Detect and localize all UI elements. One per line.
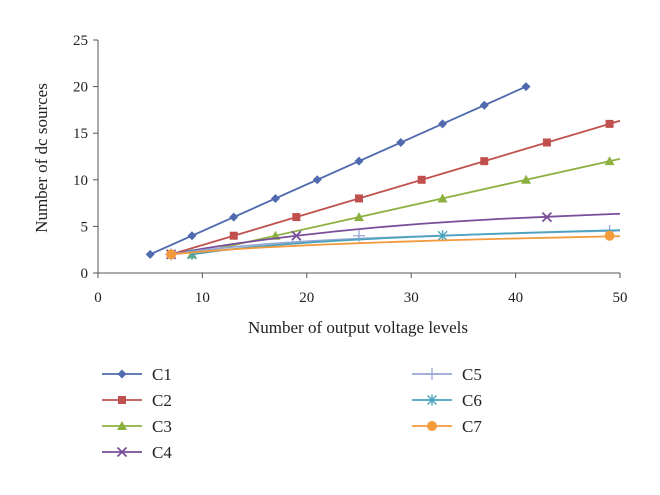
legend-label: C2	[152, 391, 172, 410]
data-point	[541, 211, 553, 223]
x-tick-label: 30	[404, 290, 419, 306]
series-line	[191, 229, 621, 256]
x-axis-title: Number of output voltage levels	[248, 318, 468, 337]
legend-item-c5: C5	[412, 365, 482, 384]
x-tick-label: 0	[94, 290, 102, 306]
axes: 0 5 10 15 20 25 0 10 20 30 40 50	[73, 33, 628, 306]
data-point	[270, 193, 280, 203]
data-point	[292, 213, 301, 222]
data-point	[312, 175, 322, 185]
y-tick-label: 0	[81, 266, 89, 282]
legend-item-c4: C4	[102, 443, 172, 462]
y-tick-label: 25	[73, 33, 88, 49]
data-point	[437, 193, 448, 203]
legend-label: C5	[462, 365, 482, 384]
legend-marker	[427, 421, 437, 431]
data-point	[521, 174, 532, 184]
series-layer	[145, 82, 621, 261]
data-point	[417, 175, 426, 184]
x-tick-label: 20	[299, 290, 314, 306]
data-point	[354, 212, 364, 222]
data-point	[604, 156, 615, 166]
series-c3	[186, 156, 621, 259]
legend-item-c1: C1	[102, 365, 172, 384]
y-tick-label: 5	[81, 219, 89, 235]
legend-marker	[118, 396, 126, 404]
legend-item-c6: C6	[412, 391, 482, 410]
data-point	[396, 138, 406, 148]
data-point	[229, 231, 238, 240]
series-line	[170, 235, 621, 256]
data-point	[166, 249, 177, 260]
data-point	[479, 100, 489, 110]
legend-marker	[116, 446, 128, 458]
legend-marker	[117, 421, 127, 430]
legend-marker	[117, 369, 127, 379]
data-point	[355, 194, 363, 203]
series-c2	[167, 119, 621, 259]
y-tick-label: 15	[73, 126, 88, 142]
data-point	[437, 230, 448, 242]
data-point	[354, 156, 364, 166]
series-line	[170, 119, 621, 256]
data-point	[187, 231, 197, 241]
legend-label: C3	[152, 417, 172, 436]
data-point	[229, 212, 239, 222]
legend-item-c3: C3	[102, 417, 172, 436]
legend-marker	[426, 368, 438, 380]
series-line	[191, 157, 621, 256]
data-point	[604, 230, 615, 241]
data-point	[145, 249, 155, 259]
series-c1	[145, 82, 531, 259]
x-tick-label: 10	[195, 290, 210, 306]
data-point	[480, 157, 489, 166]
legend: C1 C2 C3 C4 C5 C6 C7	[102, 365, 482, 462]
legend-item-c2: C2	[102, 391, 172, 410]
series-line	[149, 85, 527, 256]
x-tick-label: 40	[508, 290, 523, 306]
legend-label: C4	[152, 443, 172, 462]
data-point	[438, 119, 448, 129]
data-point	[542, 138, 551, 147]
legend-item-c7: C7	[412, 417, 482, 436]
y-tick-label: 10	[73, 173, 88, 189]
x-tick-label: 50	[613, 290, 628, 306]
series-c7	[166, 230, 621, 260]
legend-marker	[427, 394, 437, 406]
data-point	[291, 230, 302, 241]
data-point	[521, 82, 531, 92]
legend-label: C1	[152, 365, 172, 384]
data-point	[605, 119, 614, 128]
legend-label: C7	[462, 417, 482, 436]
y-tick-label: 20	[73, 80, 88, 96]
y-axis-title: Number of dc sources	[32, 83, 51, 233]
legend-label: C6	[462, 391, 482, 410]
